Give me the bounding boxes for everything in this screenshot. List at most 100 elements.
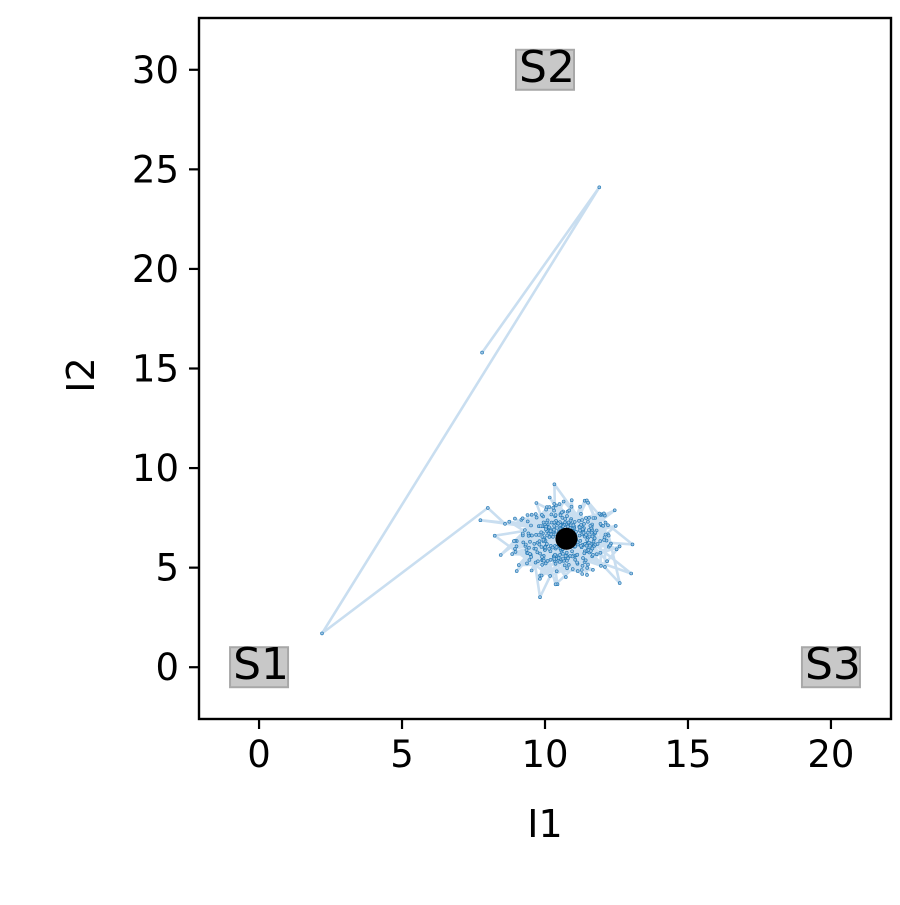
trajectory-point — [572, 520, 577, 524]
trajectory-point — [534, 501, 539, 505]
trajectory-point — [527, 558, 532, 562]
trajectory-point — [547, 495, 552, 500]
trajectory-point — [539, 513, 544, 517]
trajectory-point — [555, 526, 559, 530]
trajectory-point — [549, 512, 554, 517]
trajectory-point — [564, 550, 569, 555]
trajectory-point — [553, 513, 558, 517]
trajectory-point — [552, 557, 557, 561]
annotation-layer: S1 S2 S3 — [229, 42, 861, 690]
trajectory-point — [577, 518, 581, 523]
trajectory-point — [577, 525, 582, 530]
y-tick-label: 25 — [132, 148, 179, 191]
trajectory-point — [613, 524, 618, 528]
trajectory-point — [538, 576, 542, 581]
y-axis-label: I2 — [59, 357, 103, 392]
trajectory-point — [561, 551, 565, 556]
trajectory-point — [606, 533, 611, 538]
trajectory-point — [586, 519, 590, 524]
trajectory-point — [547, 525, 552, 530]
trajectory-point — [580, 572, 585, 576]
trajectory-point — [544, 542, 549, 546]
trajectory-point — [629, 571, 634, 576]
trajectory-point — [552, 482, 557, 487]
trajectory-point — [585, 566, 590, 570]
trajectory-point — [603, 520, 608, 525]
trajectory-point — [526, 531, 531, 536]
trajectory-point — [561, 499, 566, 504]
trajectory-point — [538, 551, 542, 556]
trajectory-point — [592, 536, 597, 541]
trajectory-point — [513, 550, 518, 554]
trajectory-point — [480, 350, 484, 355]
trajectory-point — [584, 543, 589, 548]
trajectory-point — [598, 539, 603, 543]
trajectory-point — [591, 516, 596, 520]
trajectory-point — [582, 551, 587, 556]
trajectory-point — [557, 560, 562, 564]
y-tick-label: 30 — [132, 49, 179, 92]
trajectory-point — [547, 505, 552, 509]
y-tick-label: 15 — [132, 348, 179, 391]
annotation-s3: S3 — [800, 639, 861, 690]
trajectory-point — [548, 529, 553, 533]
trajectory-point — [560, 510, 564, 515]
x-tick-label: 15 — [664, 733, 711, 776]
trajectory-point — [534, 515, 539, 520]
trajectory-point — [578, 538, 583, 543]
trajectory-point — [569, 504, 574, 509]
trajectory-point — [563, 575, 568, 579]
trajectory-point — [522, 528, 527, 532]
trajectory-point — [541, 537, 546, 542]
trajectory-point — [571, 523, 576, 528]
trajectory-point — [575, 569, 580, 573]
trajectory-point — [565, 566, 569, 571]
trajectory-point — [562, 563, 567, 568]
trajectory-point — [552, 520, 557, 525]
trajectory-point — [580, 527, 585, 532]
trajectory-point — [521, 540, 526, 545]
trajectory-point — [585, 573, 589, 577]
trajectory-point — [573, 557, 578, 562]
trajectory-point — [550, 545, 555, 550]
trajectory-point — [549, 532, 554, 537]
trajectory-point — [593, 530, 598, 535]
trajectory-point — [514, 544, 519, 549]
trajectory-point — [516, 563, 521, 567]
trajectory-point — [537, 542, 542, 547]
trajectory-point — [565, 514, 569, 518]
trajectory-point — [556, 521, 561, 526]
trajectory-point — [612, 508, 617, 513]
trajectory-point — [569, 498, 574, 503]
trajectory-point — [529, 523, 533, 528]
trajectory-point — [614, 547, 619, 552]
y-tick-label: 20 — [132, 248, 179, 291]
trajectory-point — [594, 552, 599, 557]
x-axis: 0 5 10 15 20 — [247, 719, 854, 776]
trajectory-point — [575, 560, 579, 565]
trajectory-point — [597, 511, 602, 516]
trajectory-point — [541, 520, 546, 525]
trajectory-point — [588, 543, 592, 548]
trajectory-point — [617, 544, 622, 549]
trajectory-point — [557, 502, 562, 506]
trajectory-point — [485, 506, 490, 510]
trajectory-point — [507, 519, 512, 524]
x-tick-label: 20 — [807, 733, 854, 776]
trajectory-point — [532, 541, 537, 546]
trajectory-point — [558, 553, 562, 557]
trajectory-point — [552, 524, 557, 528]
trajectory-point — [553, 561, 558, 566]
trajectory-point — [547, 546, 551, 551]
trajectory-point — [583, 558, 588, 563]
trajectory-point — [540, 562, 545, 567]
trajectory-point — [591, 552, 595, 557]
trajectory-point — [538, 595, 542, 600]
trajectory-point — [568, 518, 573, 523]
trajectory-point — [529, 555, 534, 559]
annotation-box — [800, 646, 861, 689]
x-tick-label: 0 — [247, 733, 271, 776]
trajectory-point — [561, 556, 565, 561]
trajectory-point — [579, 568, 584, 572]
